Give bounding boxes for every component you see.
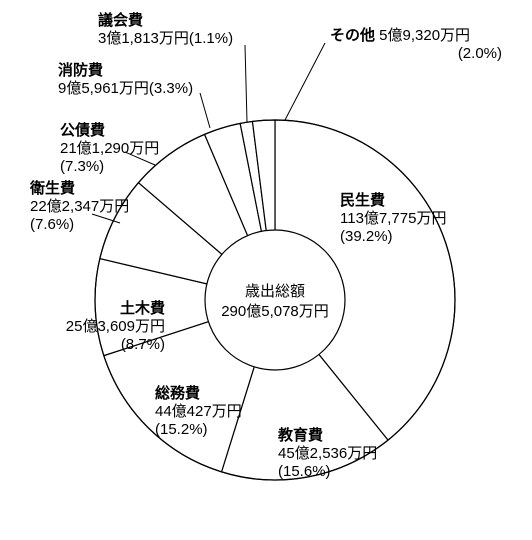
slice-title: 土木費 (120, 299, 165, 317)
slice-percent: (39.2%) (340, 228, 393, 245)
slice-percent: (2.0%) (458, 45, 502, 62)
slice-title: 消防費 (58, 61, 103, 79)
slice-title: 衛生費 (29, 179, 75, 197)
slice-amount: 22億2,347万円 (30, 198, 129, 215)
center-total: 290億5,078万円 (221, 303, 329, 320)
center-title: 歳出総額 (245, 283, 305, 300)
slice-percent: (7.6%) (30, 216, 74, 233)
slice-title: 教育費 (277, 426, 323, 444)
slice-amount: 45億2,536万円 (278, 445, 377, 462)
slice-amount: 21億1,290万円 (60, 140, 159, 157)
slice-label: その他 5億9,320万円 (330, 26, 470, 44)
slice-percent: (8.7%) (121, 336, 165, 353)
slice-title: 議会費 (98, 11, 143, 29)
slice-title: 民生費 (340, 191, 385, 209)
slice-amount: 44億427万円 (155, 403, 242, 420)
slice-amount: 9億5,961万円(3.3%) (58, 80, 193, 97)
slice-amount: 113億7,775万円 (340, 210, 446, 227)
slice-percent: (15.2%) (155, 421, 208, 438)
slice-title: 総務費 (155, 384, 200, 402)
slice-percent: (15.6%) (278, 463, 331, 480)
expenditure-pie-chart: 歳出総額290億5,078万円民生費113億7,775万円(39.2%)教育費4… (0, 0, 532, 540)
slice-amount: 3億1,813万円(1.1%) (98, 30, 233, 47)
slice-amount: 25億3,609万円 (66, 318, 165, 335)
slice-percent: (7.3%) (60, 158, 104, 175)
slice-title: 公債費 (60, 121, 105, 139)
donut-hole (205, 230, 345, 370)
